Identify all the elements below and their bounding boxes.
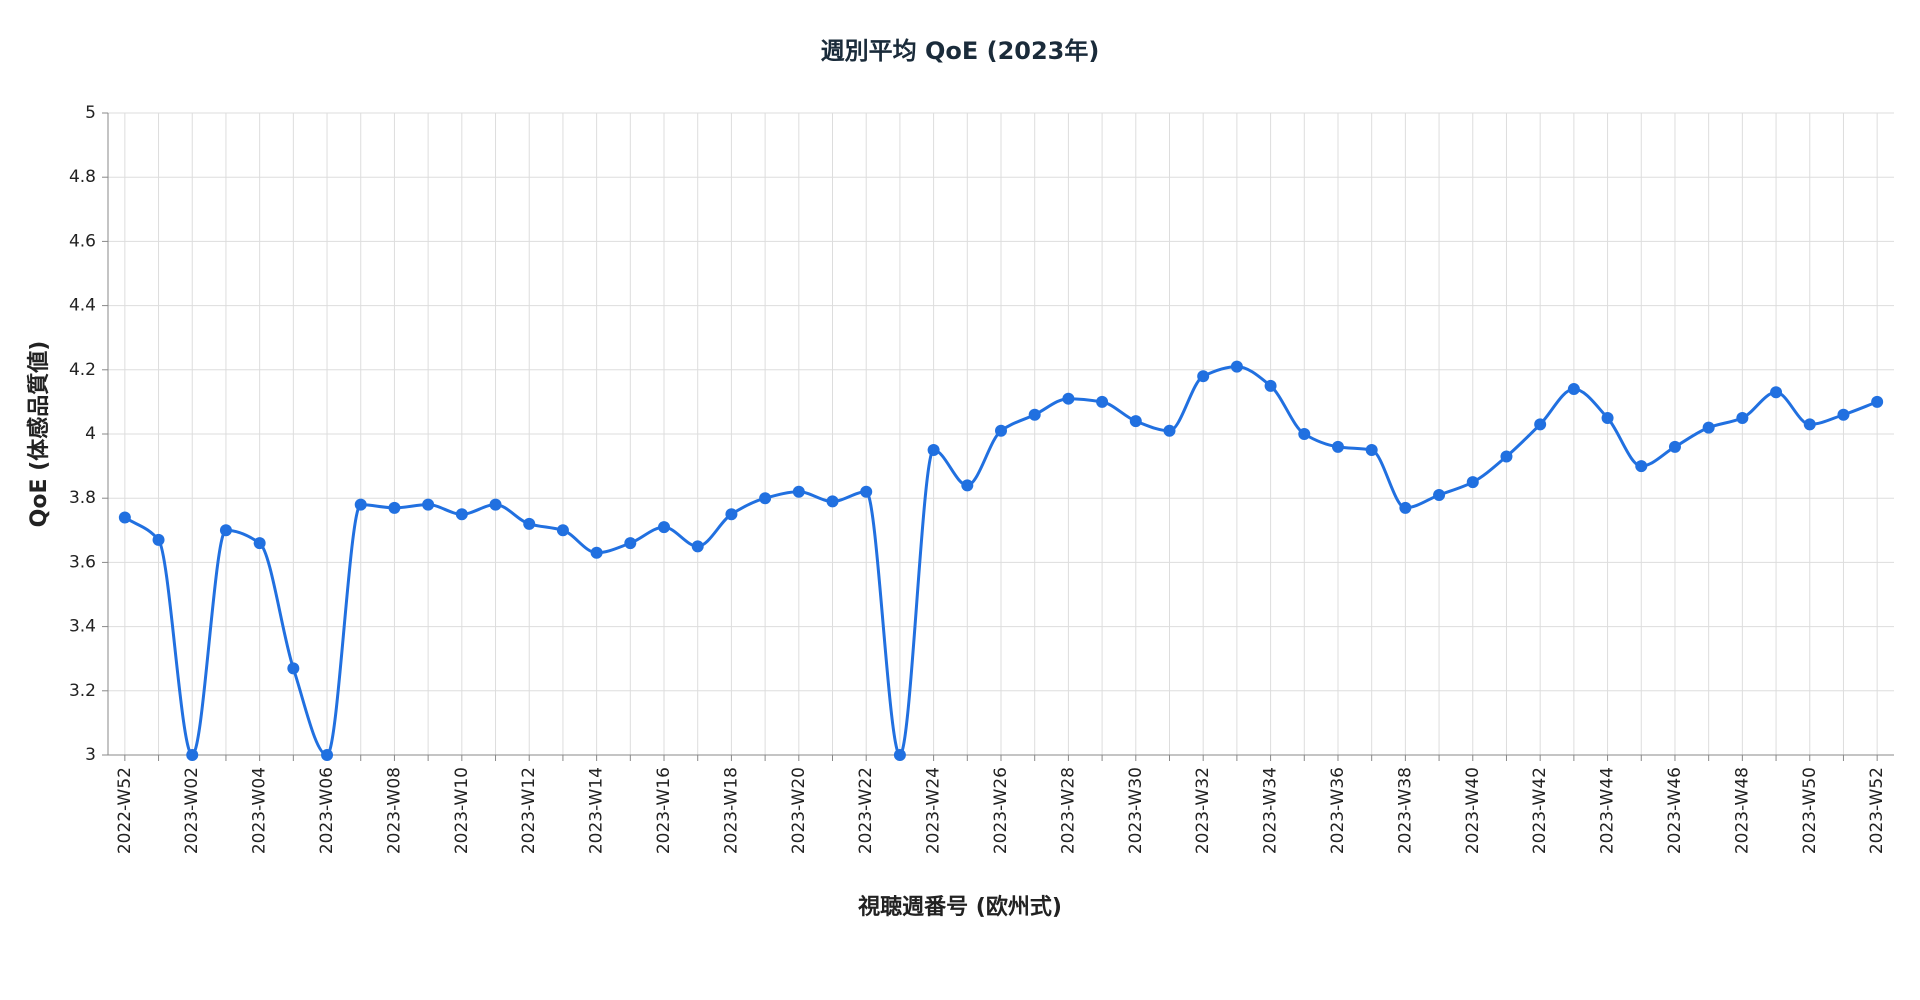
point	[1601, 411, 1614, 424]
point	[995, 424, 1007, 437]
y-tick-label: 4.6	[69, 231, 96, 251]
point	[1433, 488, 1446, 501]
x-tick-label: 2023-W50	[1800, 767, 1820, 854]
point	[287, 662, 300, 675]
x-tick-label: 2023-W46	[1665, 767, 1685, 854]
point	[321, 749, 334, 761]
point	[152, 533, 165, 546]
x-tick-label: 2023-W06	[317, 767, 337, 854]
point	[1298, 428, 1311, 440]
point	[1365, 444, 1378, 457]
x-tick-label: 2023-W10	[452, 767, 472, 854]
line	[124, 365, 1878, 757]
point	[759, 492, 772, 505]
point	[927, 444, 940, 457]
x-tick-label: 2023-W14	[587, 767, 607, 854]
y-axis-title: QoE (体感品質値)	[26, 341, 52, 528]
y-tick-label: 5	[85, 103, 96, 123]
point	[1635, 460, 1648, 473]
point	[186, 749, 199, 761]
y-tick-label: 4.4	[69, 296, 96, 316]
y-tick-label: 3	[85, 745, 96, 765]
point	[1534, 418, 1547, 431]
point	[1028, 408, 1041, 421]
y-tick-label: 3.6	[69, 552, 96, 572]
x-tick-label: 2023-W26	[991, 767, 1011, 854]
y-tick-label: 4.2	[69, 360, 96, 380]
point	[1668, 440, 1681, 453]
point	[388, 501, 401, 514]
point	[1567, 383, 1580, 396]
x-tick-label: 2023-W32	[1193, 767, 1213, 854]
point	[1129, 415, 1142, 428]
point	[354, 498, 367, 511]
point	[1736, 411, 1749, 424]
point	[1163, 424, 1176, 437]
x-tick-label: 2023-W28	[1058, 767, 1078, 854]
point	[1264, 379, 1277, 392]
point	[219, 524, 232, 537]
x-tick-label: 2023-W02	[182, 767, 202, 854]
x-tick-label: 2023-W40	[1463, 767, 1483, 854]
y-tick-label: 4.8	[69, 167, 96, 187]
x-tick-label: 2023-W22	[856, 767, 876, 854]
x-tick-label: 2023-W20	[789, 767, 809, 854]
point	[725, 508, 738, 521]
point	[826, 495, 839, 508]
x-tick-label: 2023-W42	[1530, 767, 1550, 854]
chart-title: 週別平均 QoE (2023年)	[821, 37, 1100, 65]
point	[624, 537, 637, 550]
x-tick-label: 2023-W18	[721, 767, 741, 854]
x-tick-label: 2023-W04	[250, 767, 270, 854]
point	[1062, 392, 1075, 405]
x-tick-label: 2023-W34	[1261, 767, 1281, 854]
x-tick-label: 2023-W52	[1867, 767, 1887, 854]
x-tick-label: 2023-W30	[1126, 767, 1146, 854]
x-tick-label: 2023-W48	[1732, 767, 1752, 854]
x-tick-label: 2022-W52	[115, 767, 135, 854]
point	[893, 749, 906, 761]
y-tick-label: 3.8	[69, 488, 96, 508]
point	[961, 479, 974, 492]
point	[1197, 370, 1210, 383]
point	[253, 537, 266, 550]
point	[455, 508, 468, 521]
x-tick-label: 2023-W12	[519, 767, 539, 854]
point	[658, 521, 671, 534]
x-tick-label: 2023-W16	[654, 767, 674, 854]
x-tick-label: 2023-W08	[384, 767, 404, 854]
point	[1230, 360, 1243, 373]
point	[1770, 386, 1783, 399]
y-tick-label: 4	[85, 424, 96, 444]
x-tick-label: 2023-W36	[1328, 767, 1348, 854]
point	[1702, 421, 1715, 434]
point	[422, 498, 435, 511]
point	[1803, 418, 1816, 431]
y-tick-label: 3.2	[69, 681, 96, 701]
point	[489, 498, 502, 511]
point	[1331, 440, 1344, 453]
point	[523, 517, 536, 530]
x-tick-label: 2023-W44	[1598, 767, 1618, 854]
point	[792, 485, 805, 498]
x-tick-label: 2023-W24	[924, 767, 944, 854]
point	[860, 485, 873, 498]
x-tick-label: 2023-W38	[1395, 767, 1415, 854]
y-tick-label: 3.4	[69, 617, 96, 637]
point	[556, 524, 569, 537]
point	[1871, 395, 1884, 408]
point	[1399, 501, 1412, 514]
point	[590, 546, 603, 559]
point	[1096, 395, 1109, 408]
point	[1500, 450, 1513, 463]
point	[1837, 408, 1850, 421]
x-axis-title: 視聴週番号 (欧州式)	[858, 894, 1062, 920]
point	[1466, 476, 1479, 489]
point	[691, 540, 704, 553]
point	[118, 511, 131, 524]
